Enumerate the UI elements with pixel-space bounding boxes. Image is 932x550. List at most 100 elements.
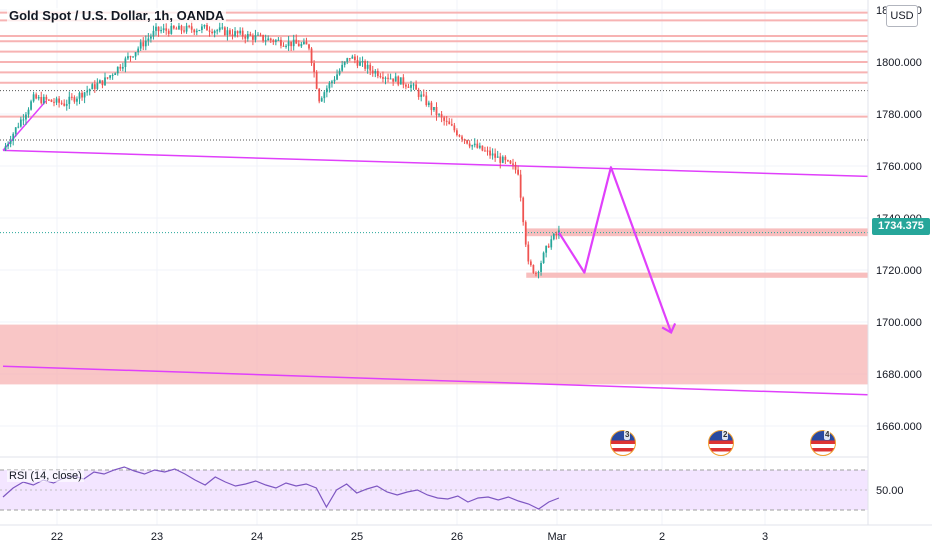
- price-axis-label: 1780.000: [876, 109, 922, 121]
- candle-body: [382, 77, 384, 79]
- price-axis-label: 1720.000: [876, 265, 922, 277]
- candle-body: [389, 78, 392, 80]
- candle-body: [14, 127, 17, 134]
- us-flag-icon: [610, 430, 636, 456]
- candle-body: [68, 96, 71, 105]
- candle-body: [183, 30, 185, 32]
- candle-body: [206, 25, 208, 31]
- candle-body: [328, 83, 331, 89]
- candle-body: [415, 84, 417, 90]
- candle-body: [45, 96, 48, 100]
- candle-body: [537, 271, 540, 273]
- candle-body: [522, 197, 525, 223]
- candle-body: [443, 117, 446, 121]
- price-zone: [526, 272, 868, 278]
- candle-body: [93, 84, 96, 89]
- candle-body: [32, 94, 35, 102]
- candle-body: [458, 135, 461, 137]
- candle-body: [231, 34, 234, 36]
- rsi-legend[interactable]: RSI (14, close): [7, 470, 84, 482]
- candle-body: [121, 66, 124, 69]
- candle-body: [476, 143, 479, 148]
- candle-body: [295, 39, 298, 44]
- candle-body: [280, 39, 282, 46]
- candle-body: [17, 126, 20, 128]
- event-count: 2: [722, 430, 729, 440]
- candle-body: [236, 31, 239, 34]
- candle-body: [216, 30, 219, 32]
- candle-body: [223, 27, 226, 36]
- last-price-tag: 1734.375: [872, 218, 930, 235]
- candle-body: [473, 143, 476, 146]
- candle-body: [88, 89, 91, 91]
- candle-body: [7, 143, 9, 147]
- us-flag-icon: [708, 430, 734, 456]
- candle-body: [22, 119, 25, 121]
- candle-body: [491, 153, 494, 156]
- candle-body: [42, 96, 45, 104]
- candle-body: [81, 92, 83, 98]
- currency-button[interactable]: USD: [886, 5, 918, 27]
- projection-path: [557, 166, 673, 333]
- candle-body: [320, 98, 323, 102]
- candle-body: [512, 163, 514, 165]
- candle-body: [440, 114, 443, 118]
- economic-event-marker[interactable]: 4: [808, 428, 838, 458]
- price-axis-label: 1680.000: [876, 369, 922, 381]
- candle-body: [394, 76, 397, 82]
- candle-body: [417, 89, 420, 97]
- candle-body: [468, 143, 471, 147]
- candle-body: [78, 92, 81, 99]
- candle-body: [264, 40, 267, 42]
- time-axis-label: 26: [451, 531, 463, 543]
- candle-body: [529, 261, 532, 266]
- candle-body: [433, 107, 435, 111]
- candle-body: [550, 239, 553, 248]
- candle-body: [542, 252, 545, 263]
- candle-body: [501, 156, 504, 163]
- candle-body: [461, 136, 463, 140]
- economic-event-marker[interactable]: 3: [608, 428, 638, 458]
- candle-body: [379, 76, 382, 78]
- candle-body: [356, 60, 359, 66]
- candle-body: [438, 114, 440, 116]
- candle-body: [144, 40, 147, 47]
- candle-body: [519, 174, 522, 198]
- candle-body: [366, 64, 369, 69]
- candle-body: [221, 27, 224, 29]
- candle-body: [496, 156, 499, 158]
- candle-body: [397, 76, 400, 85]
- time-axis-label: 3: [762, 531, 768, 543]
- candle-body: [104, 77, 106, 86]
- candle-body: [160, 30, 162, 32]
- candle-body: [545, 245, 548, 253]
- price-axis-label: 1700.000: [876, 317, 922, 329]
- candle-body: [165, 28, 168, 31]
- candle-body: [427, 102, 430, 106]
- candle-body: [252, 35, 254, 40]
- candle-body: [450, 124, 453, 126]
- candle-body: [331, 81, 333, 84]
- candle-body: [170, 25, 173, 34]
- candle-body: [152, 30, 155, 37]
- candle-body: [338, 70, 341, 75]
- candle-body: [190, 26, 193, 30]
- candle-body: [4, 146, 7, 151]
- economic-event-marker[interactable]: 2: [706, 428, 736, 458]
- candle-body: [399, 77, 402, 85]
- candle-body: [257, 34, 259, 36]
- candle-body: [239, 30, 242, 34]
- candle-body: [127, 56, 129, 59]
- candle-body: [343, 61, 346, 65]
- candle-body: [282, 45, 285, 47]
- candle-body: [185, 25, 188, 32]
- candle-body: [139, 42, 142, 49]
- candle-body: [303, 41, 305, 45]
- candle-body: [412, 84, 415, 86]
- candle-body: [65, 104, 68, 106]
- symbol-title: Gold Spot / U.S. Dollar, 1h, OANDA: [7, 8, 227, 23]
- candle-body: [410, 84, 412, 88]
- candle-body: [405, 84, 407, 87]
